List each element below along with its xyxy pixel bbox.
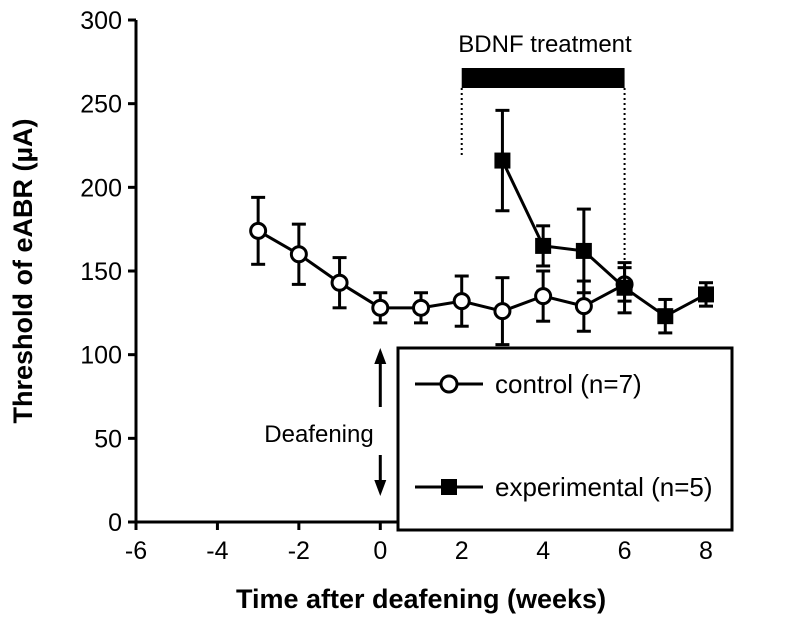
- y-tick-label: 100: [80, 342, 122, 370]
- x-axis-label: Time after deafening (weeks): [236, 584, 606, 614]
- y-tick-label: 250: [80, 91, 122, 119]
- data-point: [330, 273, 349, 292]
- deafening-label: Deafening: [264, 421, 373, 448]
- axes: 0 50 100 150 200 250 300 -6 -4 -2 0 2 4 6 8: [80, 7, 713, 565]
- data-point: [371, 298, 390, 317]
- y-tick-label: 200: [80, 174, 122, 202]
- y-tick-label: 300: [80, 7, 122, 35]
- series-line: [501, 159, 707, 318]
- data-point: [534, 287, 553, 306]
- x-tick-label: -4: [206, 537, 228, 565]
- x-tick-label: 6: [618, 537, 632, 565]
- legend-experimental-marker: [441, 479, 457, 495]
- data-point: [289, 245, 308, 264]
- x-tick-label: -6: [125, 537, 147, 565]
- x-tick-label: 4: [536, 537, 550, 565]
- series-line: [257, 229, 626, 313]
- legend: control (n=7) experimental (n=5): [396, 346, 734, 532]
- data-point: [616, 279, 633, 296]
- series-experimental: [494, 108, 714, 335]
- series-control: [249, 195, 634, 347]
- legend-control-label: control (n=7): [495, 369, 642, 399]
- data-point: [657, 308, 674, 325]
- x-tick-label: 2: [455, 537, 469, 565]
- data-point: [412, 298, 430, 317]
- arrow-up-icon: [374, 348, 387, 364]
- treatment-label: BDNF treatment: [458, 31, 632, 58]
- y-tick-label: 50: [94, 425, 122, 453]
- y-tick-label: 0: [108, 509, 122, 537]
- y-axis-label: Threshold of eABR (µA): [8, 118, 38, 423]
- data-point: [249, 221, 268, 240]
- treatment-bar: [461, 68, 625, 88]
- data-point: [535, 237, 552, 254]
- y-tick-label: 150: [80, 258, 122, 286]
- data-point: [575, 242, 592, 259]
- data-point: [698, 286, 714, 303]
- data-point: [494, 152, 511, 169]
- marks: [249, 68, 714, 496]
- x-tick-label: 8: [699, 537, 713, 565]
- legend-control-marker: [439, 374, 459, 394]
- data-point: [452, 292, 471, 311]
- data-point: [493, 302, 512, 321]
- x-tick-label: 0: [373, 537, 387, 565]
- legend-experimental-label: experimental (n=5): [495, 472, 713, 502]
- data-point: [574, 297, 593, 316]
- x-tick-label: -2: [288, 537, 310, 565]
- arrow-down-icon: [374, 480, 387, 496]
